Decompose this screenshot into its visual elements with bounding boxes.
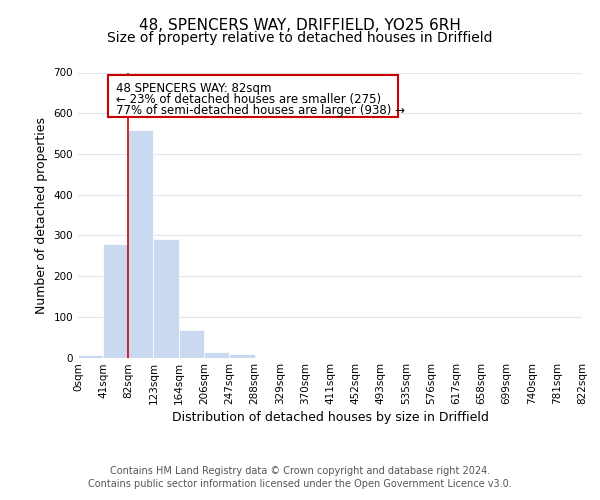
Text: Size of property relative to detached houses in Driffield: Size of property relative to detached ho… bbox=[107, 31, 493, 45]
Bar bbox=[179, 330, 205, 357]
Text: Contains HM Land Registry data © Crown copyright and database right 2024.: Contains HM Land Registry data © Crown c… bbox=[110, 466, 490, 476]
Text: 48, SPENCERS WAY, DRIFFIELD, YO25 6RH: 48, SPENCERS WAY, DRIFFIELD, YO25 6RH bbox=[139, 18, 461, 32]
Text: Contains public sector information licensed under the Open Government Licence v3: Contains public sector information licen… bbox=[88, 479, 512, 489]
Text: 48 SPENCERS WAY: 82sqm: 48 SPENCERS WAY: 82sqm bbox=[116, 82, 271, 96]
Bar bbox=[78, 354, 103, 358]
FancyBboxPatch shape bbox=[108, 76, 398, 116]
Bar bbox=[154, 240, 179, 358]
Bar bbox=[229, 354, 254, 358]
Text: ← 23% of detached houses are smaller (275): ← 23% of detached houses are smaller (27… bbox=[116, 94, 381, 106]
Y-axis label: Number of detached properties: Number of detached properties bbox=[35, 116, 48, 314]
Bar bbox=[205, 352, 229, 358]
Text: 77% of semi-detached houses are larger (938) →: 77% of semi-detached houses are larger (… bbox=[116, 104, 405, 117]
X-axis label: Distribution of detached houses by size in Driffield: Distribution of detached houses by size … bbox=[172, 412, 488, 424]
Bar bbox=[103, 244, 128, 358]
Bar bbox=[128, 130, 154, 358]
